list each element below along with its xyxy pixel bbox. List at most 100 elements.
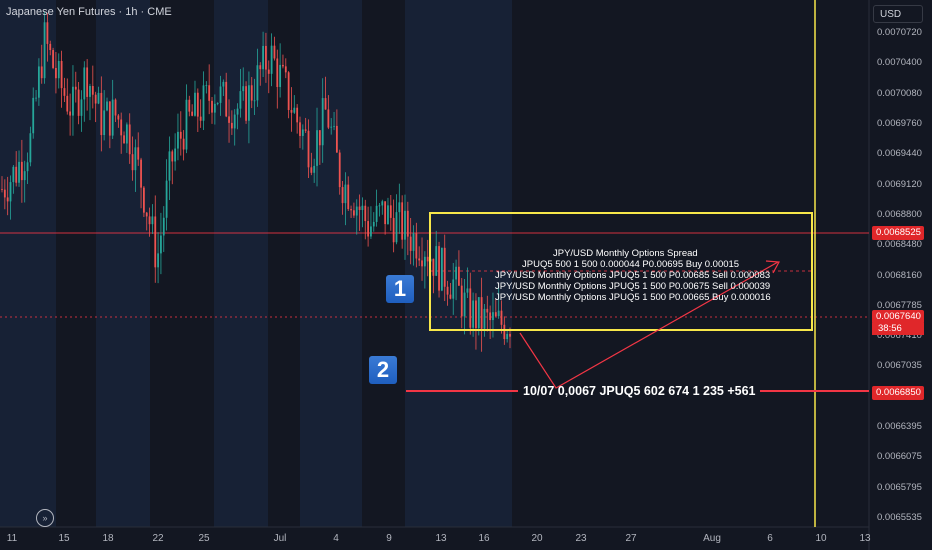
candle-body [205,85,208,87]
time-axis-tick: 11 [6,533,18,544]
candle-body [344,184,347,204]
candle-body [469,288,472,328]
candle-body [120,119,123,136]
candle-body [37,66,40,98]
candle-body [361,205,364,210]
candle-body [418,258,421,261]
candle-body [137,147,140,160]
time-axis-tick: Aug [703,533,721,544]
spread-line-2: JPY/USD Monthly Options JPUQ5 1 500 P0.0… [495,270,771,281]
candle-body [160,235,162,254]
candle-body [404,210,406,240]
annotation-badge-1: 1 [386,275,414,303]
candle-body [171,151,174,162]
candle-body [43,22,46,79]
time-axis-tick: 20 [531,533,543,544]
go-to-realtime-icon[interactable]: » [36,509,54,527]
candle-body [177,131,179,149]
candle-body [125,124,128,144]
spread-line-1: JPUQ5 500 1 500 0.000044 P0.00695 Buy 0.… [522,259,740,270]
price-axis-tick: 0.0068160 [877,269,922,281]
candle-body [131,154,134,171]
candle-body [83,67,86,100]
candle-body [270,45,273,74]
time-axis-tick: 22 [152,533,164,544]
price-axis-tick: 0.0065535 [877,512,922,523]
time-axis-tick: 18 [102,533,114,544]
candle-body [327,109,330,128]
candle-body [77,89,80,116]
candle-body [500,310,503,325]
candle-body [69,111,72,116]
block-trade-label: 10/07 0,0067 JPUQ5 602 674 1 235 +561 [523,384,756,398]
candle-body [384,201,387,225]
time-axis-tick: 9 [386,533,392,544]
candle-body [97,92,100,104]
candle-body [503,324,506,340]
candle-body [318,130,321,146]
candle-body [472,300,475,328]
candle-body [321,98,324,146]
candle-body [253,100,256,102]
time-axis-tick: 10 [815,533,827,544]
candle-body [174,148,177,162]
candle-body [370,226,372,237]
candle-body [179,131,182,139]
price-axis-tick: 0.0070400 [877,57,922,69]
candle-body [338,152,341,188]
candle-body [330,126,333,128]
candle-body [452,279,455,299]
time-axis-tick: 15 [58,533,70,544]
candle-body [26,162,29,172]
candle-body [219,86,222,103]
candle-body [477,297,480,329]
candle-body [421,260,423,267]
candle-body [265,45,267,70]
candle-body [52,50,54,68]
currency-button[interactable]: USD [873,5,923,23]
candle-body [299,122,301,136]
candle-body [509,333,511,337]
candle-body [347,184,350,210]
candle-body [412,233,415,251]
candle-body [211,100,213,113]
candle-body [140,159,142,188]
candle-body [145,212,148,217]
candle-body [489,312,492,321]
candle-body [188,99,191,112]
price-axis-tick: 0.0067410 [877,330,922,342]
candle-body [32,97,35,134]
candle-body [222,81,225,87]
candle-body [506,333,509,340]
candle-body [449,294,452,299]
candle-body [117,115,120,120]
resistance-price-tag: 0.0068525 [872,226,924,240]
candle-body [202,85,205,121]
candle-body [80,99,83,116]
candle-body [194,92,196,116]
candle-body [466,288,469,293]
candle-body [239,91,242,109]
price-axis-tick: 0.0069440 [877,148,922,160]
candle-body [148,216,151,225]
candle-body [324,98,327,110]
candle-body [168,151,171,181]
candle-body [236,108,239,115]
price-axis-tick: 0.0066395 [877,421,922,433]
candle-body [313,165,316,173]
session-band [405,0,512,527]
last-price-tag: 0.0067640 [872,310,924,324]
candle-body [250,85,253,101]
time-axis-tick: 25 [198,533,210,544]
annotation-badge-2: 2 [369,356,397,384]
candle-body [446,286,449,295]
candle-body [248,85,250,121]
candle-body [497,310,500,317]
candle-body [287,72,290,111]
candle-body [389,205,392,218]
candle-body [423,256,426,267]
candle-body [335,125,338,153]
candle-body [350,209,352,211]
chart-title: Japanese Yen Futures · 1h · CME [6,6,172,18]
